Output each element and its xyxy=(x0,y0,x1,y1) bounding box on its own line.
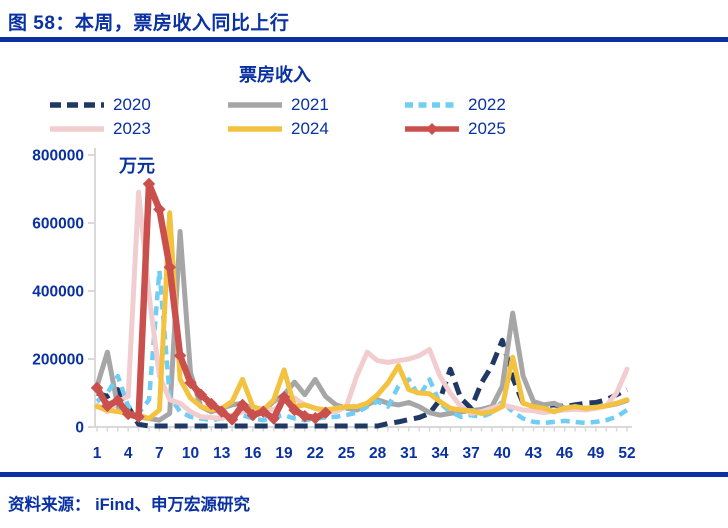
source-line: 资料来源： iFind、申万宏源研究 xyxy=(8,496,250,514)
legend-marker-2023-icon xyxy=(50,126,104,132)
legend-label: 2021 xyxy=(291,95,329,114)
legend-label: 2020 xyxy=(113,95,151,114)
bottom-rule xyxy=(0,472,728,477)
series-2025-markers xyxy=(91,177,332,426)
x-tick-label: 31 xyxy=(400,445,418,462)
legend-marker-2024-icon xyxy=(228,126,282,132)
x-tick-label: 10 xyxy=(182,445,199,462)
x-tick-label: 13 xyxy=(213,445,231,462)
chart-legend-title: 票房收入 xyxy=(239,65,311,85)
page-title: 图 58：本周，票房收入同比上行 xyxy=(8,13,290,34)
x-tick-label: 25 xyxy=(338,445,356,462)
legend-item-2025: 2025 xyxy=(403,118,506,140)
y-tick-label: 600000 xyxy=(32,216,84,233)
x-tick-label: 4 xyxy=(124,445,133,462)
legend-marker-2025-icon xyxy=(405,123,459,135)
legend-item-2023: 2023 xyxy=(48,118,151,140)
x-tick-label: 46 xyxy=(556,445,574,462)
legend-item-2021: 2021 xyxy=(226,94,329,116)
legend-marker-2022-icon xyxy=(405,102,459,108)
x-tick-label: 1 xyxy=(93,445,102,462)
y-tick-label: 0 xyxy=(75,420,84,437)
series-2022-line xyxy=(95,268,629,426)
legend-label: 2024 xyxy=(291,119,329,138)
x-tick-label: 7 xyxy=(155,445,164,462)
legend-item-2020: 2020 xyxy=(48,94,151,116)
x-tick-label: 40 xyxy=(494,445,511,462)
x-tick-label: 52 xyxy=(618,445,635,462)
x-tick-label: 19 xyxy=(275,445,293,462)
series-2024-line xyxy=(94,210,630,421)
legend-label: 2025 xyxy=(468,119,506,138)
x-tick-label: 43 xyxy=(525,445,543,462)
y-tick-label: 200000 xyxy=(32,352,84,369)
legend-marker-2021-icon xyxy=(228,102,282,108)
x-tick-label: 37 xyxy=(462,445,479,462)
x-tick-label: 28 xyxy=(369,445,387,462)
title-underline xyxy=(0,37,728,42)
x-tick-label: 34 xyxy=(431,445,449,462)
y-tick-label: 400000 xyxy=(32,284,84,301)
x-tick-label: 22 xyxy=(307,445,324,462)
legend-marker-2020-icon xyxy=(50,102,104,108)
legend-item-2022: 2022 xyxy=(403,94,506,116)
x-tick-label: 16 xyxy=(244,445,262,462)
legend-diamond xyxy=(426,123,438,135)
y-axis-unit-label: 万元 xyxy=(119,156,155,176)
series-2023-line xyxy=(94,189,630,421)
legend-label: 2023 xyxy=(113,119,151,138)
legend-label: 2022 xyxy=(468,95,506,114)
legend-item-2024: 2024 xyxy=(226,118,329,140)
x-tick-label: 49 xyxy=(587,445,605,462)
y-tick-label: 800000 xyxy=(32,148,84,165)
